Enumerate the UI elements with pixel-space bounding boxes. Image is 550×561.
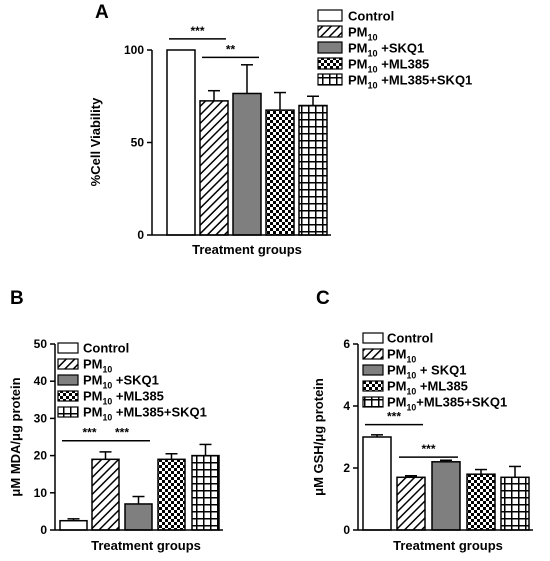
panel-b-x-axis-title: Treatment groups xyxy=(91,538,201,553)
panel-b-significance-label-1: *** xyxy=(82,426,96,440)
panel-b-y-tick-label-5: 50 xyxy=(34,337,48,351)
panel-b-y-tick-label-1: 10 xyxy=(34,486,48,500)
panel-b-legend-label-3: PM10 +SKQ1 xyxy=(83,373,159,391)
panel-c-y-axis-title: μM GSH/μg protein xyxy=(311,378,326,496)
panel-a-legend-swatch-1 xyxy=(317,9,343,22)
panel-c-y-tick-label-2: 4 xyxy=(343,399,350,413)
panel-a-legend-label-5: PM10 +ML385+SKQ1 xyxy=(348,73,472,91)
panel-b-y-axis-title: μM MDA/μg protein xyxy=(8,377,23,496)
panel-a-y-axis-title: %Cell Viability xyxy=(88,97,103,186)
panel-b-legend-label-2: PM10 xyxy=(83,357,112,375)
panel-c-y-tick-label-1: 2 xyxy=(343,461,350,475)
panel-c-significance-label-1: *** xyxy=(387,410,401,424)
panel-b-y-tick-label-2: 20 xyxy=(34,449,48,463)
panel-a-significance-label-2: ** xyxy=(226,42,236,56)
panel-c-y-tick-label-3: 6 xyxy=(343,337,350,351)
panel-b-y-tick-label-4: 40 xyxy=(34,374,48,388)
panel-c-bar-2 xyxy=(396,476,426,531)
panel-c-legend-label-2: PM10 xyxy=(387,347,416,365)
panel-c-bar-3 xyxy=(431,461,461,531)
panel-b-bar-3 xyxy=(124,503,153,531)
panel-c-legend-label-5: PM10+ML385+SKQ1 xyxy=(387,395,507,413)
panel-c-legend-swatch-1 xyxy=(362,332,384,344)
panel-b-bar-2 xyxy=(91,458,120,531)
panel-letter-c: C xyxy=(316,288,330,309)
panel-c-bar-1 xyxy=(362,436,392,531)
panel-b-legend-label-5: PM10 +ML385+SKQ1 xyxy=(83,405,207,423)
panel-a-legend-label-3: PM10 +SKQ1 xyxy=(348,41,424,59)
panel-c-legend-swatch-5 xyxy=(362,396,384,408)
panel-c-legend-label-1: Control xyxy=(387,331,433,346)
panel-c-legend-swatch-2 xyxy=(362,348,384,360)
panel-c-significance-label-2: *** xyxy=(421,442,435,456)
panel-a-x-axis-title: Treatment groups xyxy=(192,242,302,257)
panel-a-legend-swatch-5 xyxy=(317,73,343,86)
panel-b-y-tick-label-3: 30 xyxy=(34,411,48,425)
chart-panel-c: 0 2 4 6 Treatment groups μM GSH/μg protein ***… xyxy=(311,331,533,553)
panel-a-bar-5 xyxy=(298,104,328,236)
panel-b-bar-4 xyxy=(157,458,186,531)
panel-a-y-tick-label-2: 100 xyxy=(124,43,144,57)
chart-panel-b: 0 10 20 30 40 50 Treatment groups μM MDA/μg pro… xyxy=(8,337,223,553)
panel-a-y-tick-label-1: 50 xyxy=(131,136,145,150)
panel-c-bar-4 xyxy=(466,473,496,531)
panel-c-legend-swatch-3 xyxy=(362,364,384,376)
panel-b-legend-label-4: PM10 +ML385 xyxy=(83,389,164,407)
panel-a-legend-label-2: PM10 xyxy=(348,25,378,43)
panel-a-legend-label-1: Control xyxy=(348,9,394,24)
panel-a-legend-swatch-2 xyxy=(317,25,343,38)
panel-b-legend-swatch-4 xyxy=(57,390,79,402)
panel-b-legend-swatch-5 xyxy=(57,406,79,418)
panel-c-legend-swatch-4 xyxy=(362,380,384,392)
panel-a-bar-1 xyxy=(166,49,196,236)
panel-b-bar-5 xyxy=(191,454,220,531)
panel-a-bar-3 xyxy=(232,92,262,236)
panel-a-legend-swatch-3 xyxy=(317,41,343,54)
panel-b-significance-label-2: *** xyxy=(115,426,129,440)
panel-letter-a: A xyxy=(95,2,109,23)
panel-b-legend-swatch-1 xyxy=(57,342,79,354)
panel-c-bar-5 xyxy=(500,476,530,531)
panel-a-significance-label-1: *** xyxy=(190,24,204,38)
panel-a-bar-4 xyxy=(265,109,295,236)
panel-a-legend-label-4: PM10 +ML385 xyxy=(348,57,429,75)
panel-b-legend-swatch-2 xyxy=(57,358,79,370)
panel-c-legend-label-4: PM10 +ML385 xyxy=(387,379,468,397)
panel-a-legend-swatch-4 xyxy=(317,57,343,70)
panel-b-legend-swatch-3 xyxy=(57,374,79,386)
panel-c-legend-label-3: PM10 + SKQ1 xyxy=(387,363,466,381)
panel-c-x-axis-title: Treatment groups xyxy=(393,538,503,553)
panel-c-y-tick-label-0: 0 xyxy=(343,523,350,537)
panel-b-legend-label-1: Control xyxy=(83,341,129,356)
panel-a-bar-2 xyxy=(199,100,229,236)
panel-b-bar-1 xyxy=(59,519,88,531)
panel-b-y-tick-label-0: 0 xyxy=(40,523,47,537)
panel-a-y-tick-label-0: 0 xyxy=(137,228,144,242)
panel-letter-b: B xyxy=(10,288,24,309)
